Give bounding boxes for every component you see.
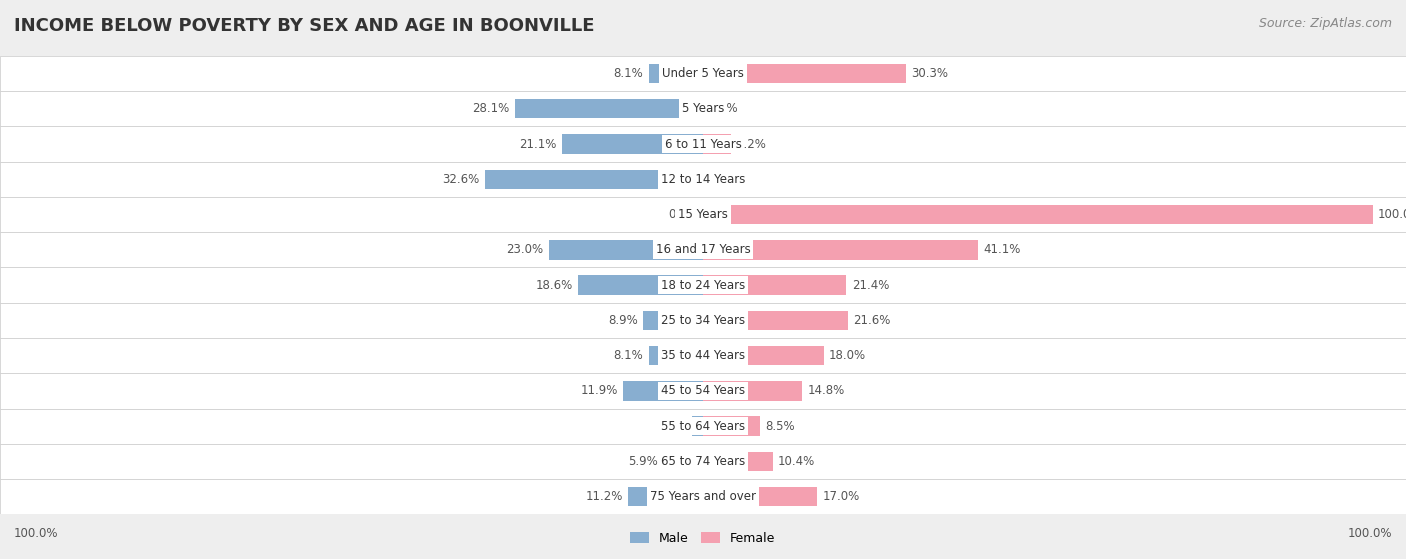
Text: 28.1%: 28.1% bbox=[472, 102, 509, 115]
Text: 65 to 74 Years: 65 to 74 Years bbox=[661, 455, 745, 468]
Text: 0.0%: 0.0% bbox=[709, 173, 738, 186]
Text: 8.1%: 8.1% bbox=[613, 67, 644, 80]
Bar bbox=[703, 240, 979, 259]
FancyBboxPatch shape bbox=[0, 91, 1406, 126]
FancyBboxPatch shape bbox=[0, 303, 1406, 338]
FancyBboxPatch shape bbox=[0, 338, 1406, 373]
Text: 18.6%: 18.6% bbox=[536, 278, 574, 292]
Bar bbox=[703, 381, 801, 401]
Text: 11.2%: 11.2% bbox=[585, 490, 623, 503]
Text: 10.4%: 10.4% bbox=[778, 455, 815, 468]
Bar bbox=[628, 487, 703, 506]
FancyBboxPatch shape bbox=[0, 409, 1406, 444]
Text: 75 Years and over: 75 Years and over bbox=[650, 490, 756, 503]
Bar bbox=[703, 452, 773, 471]
FancyBboxPatch shape bbox=[0, 197, 1406, 232]
Text: Under 5 Years: Under 5 Years bbox=[662, 67, 744, 80]
Text: 23.0%: 23.0% bbox=[506, 243, 544, 257]
Bar bbox=[562, 134, 703, 154]
Bar bbox=[692, 416, 703, 436]
Text: 14.8%: 14.8% bbox=[807, 385, 845, 397]
Text: 12 to 14 Years: 12 to 14 Years bbox=[661, 173, 745, 186]
Bar bbox=[703, 487, 817, 506]
Bar bbox=[703, 416, 759, 436]
Text: INCOME BELOW POVERTY BY SEX AND AGE IN BOONVILLE: INCOME BELOW POVERTY BY SEX AND AGE IN B… bbox=[14, 17, 595, 35]
Text: 21.4%: 21.4% bbox=[852, 278, 889, 292]
Text: 5 Years: 5 Years bbox=[682, 102, 724, 115]
Text: 45 to 54 Years: 45 to 54 Years bbox=[661, 385, 745, 397]
Bar bbox=[703, 64, 905, 83]
Bar bbox=[648, 64, 703, 83]
Text: 16 and 17 Years: 16 and 17 Years bbox=[655, 243, 751, 257]
FancyBboxPatch shape bbox=[0, 267, 1406, 303]
Bar bbox=[548, 240, 703, 259]
Text: 55 to 64 Years: 55 to 64 Years bbox=[661, 420, 745, 433]
Bar bbox=[485, 169, 703, 189]
FancyBboxPatch shape bbox=[0, 162, 1406, 197]
Text: 21.6%: 21.6% bbox=[853, 314, 890, 327]
Text: 100.0%: 100.0% bbox=[1378, 208, 1406, 221]
FancyBboxPatch shape bbox=[0, 56, 1406, 91]
Bar bbox=[664, 452, 703, 471]
Text: 41.1%: 41.1% bbox=[984, 243, 1021, 257]
Text: 25 to 34 Years: 25 to 34 Years bbox=[661, 314, 745, 327]
FancyBboxPatch shape bbox=[0, 373, 1406, 409]
Text: 100.0%: 100.0% bbox=[1347, 527, 1392, 541]
Text: 15 Years: 15 Years bbox=[678, 208, 728, 221]
Text: 21.1%: 21.1% bbox=[519, 138, 557, 150]
Bar bbox=[703, 205, 1372, 224]
Text: 32.6%: 32.6% bbox=[441, 173, 479, 186]
Bar bbox=[623, 381, 703, 401]
FancyBboxPatch shape bbox=[0, 232, 1406, 267]
Bar bbox=[578, 276, 703, 295]
Text: 5.9%: 5.9% bbox=[628, 455, 658, 468]
Text: 0.0%: 0.0% bbox=[709, 102, 738, 115]
Bar bbox=[703, 276, 846, 295]
Text: 11.9%: 11.9% bbox=[581, 385, 619, 397]
FancyBboxPatch shape bbox=[0, 479, 1406, 514]
Text: 30.3%: 30.3% bbox=[911, 67, 948, 80]
Text: 18 to 24 Years: 18 to 24 Years bbox=[661, 278, 745, 292]
Text: 17.0%: 17.0% bbox=[823, 490, 859, 503]
Bar bbox=[648, 346, 703, 366]
Text: 8.9%: 8.9% bbox=[609, 314, 638, 327]
Text: 1.7%: 1.7% bbox=[657, 420, 686, 433]
Text: Source: ZipAtlas.com: Source: ZipAtlas.com bbox=[1258, 17, 1392, 30]
Bar bbox=[703, 134, 731, 154]
Text: 0.0%: 0.0% bbox=[668, 208, 697, 221]
Text: 35 to 44 Years: 35 to 44 Years bbox=[661, 349, 745, 362]
Text: 100.0%: 100.0% bbox=[14, 527, 59, 541]
Bar bbox=[703, 311, 848, 330]
FancyBboxPatch shape bbox=[0, 444, 1406, 479]
Text: 6 to 11 Years: 6 to 11 Years bbox=[665, 138, 741, 150]
FancyBboxPatch shape bbox=[0, 126, 1406, 162]
Bar bbox=[703, 346, 824, 366]
Text: 8.5%: 8.5% bbox=[765, 420, 794, 433]
Text: 4.2%: 4.2% bbox=[737, 138, 766, 150]
Text: 8.1%: 8.1% bbox=[613, 349, 644, 362]
Bar bbox=[515, 99, 703, 119]
Legend: Male, Female: Male, Female bbox=[626, 527, 780, 550]
Bar bbox=[644, 311, 703, 330]
Text: 18.0%: 18.0% bbox=[830, 349, 866, 362]
